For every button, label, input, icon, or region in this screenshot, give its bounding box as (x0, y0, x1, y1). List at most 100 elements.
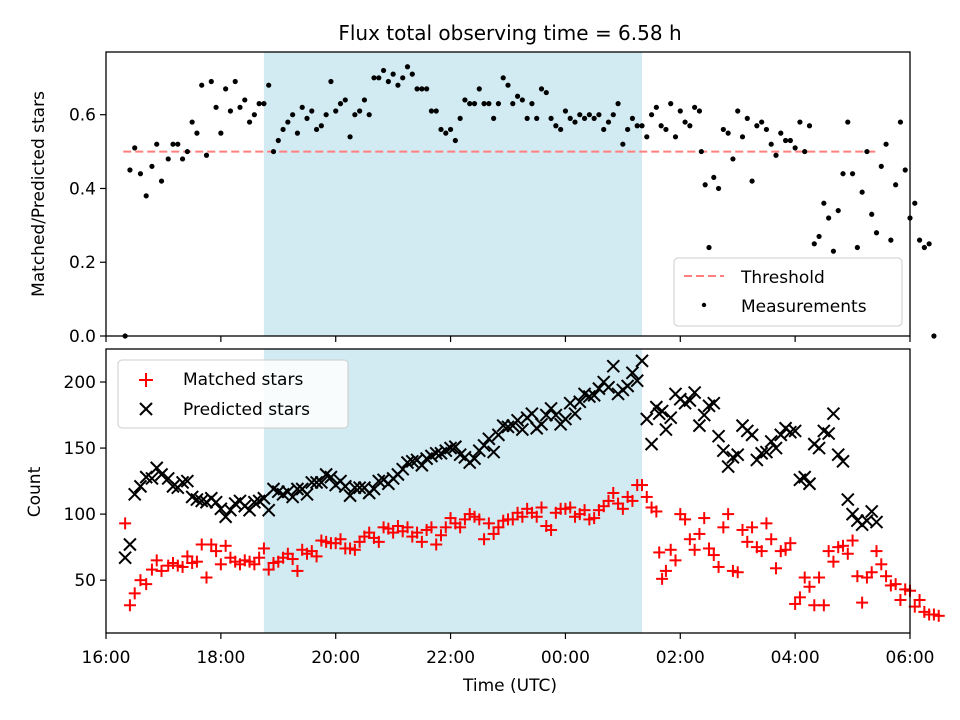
top-plot-frame (105, 51, 911, 337)
matched-star-point (659, 564, 672, 577)
measurement-point (538, 86, 545, 92)
predicted-star-point (314, 475, 329, 490)
matched-star-point (181, 550, 194, 563)
measurement-point (663, 126, 669, 133)
measurement-point (500, 75, 506, 81)
predicted-star-point (630, 373, 644, 388)
predicted-star-point (716, 444, 731, 458)
measurement-point (333, 108, 339, 114)
measurement-point (328, 78, 334, 85)
measurement-point (821, 200, 827, 206)
measurement-point (318, 123, 324, 129)
predicted-star-point (128, 487, 142, 502)
measurement-point (304, 115, 310, 121)
predicted-star-point (826, 407, 841, 421)
predicted-star-point (812, 441, 826, 455)
predicted-star-point (865, 504, 879, 519)
matched-star-point (506, 513, 519, 526)
predicted-star-point (247, 495, 262, 509)
measurement-point (376, 75, 382, 81)
predicted-star-point (582, 389, 597, 404)
matched-star-point (123, 599, 136, 612)
matched-star-point (688, 543, 701, 556)
matched-star-point (656, 572, 669, 585)
top-y-tick-label: 0.2 (69, 253, 96, 273)
measurement-point (596, 112, 602, 118)
top-y-tick-label: 0.4 (69, 179, 96, 199)
matched-star-point (286, 553, 299, 566)
predicted-star-point (655, 404, 669, 418)
legend-matched-swatch (139, 373, 153, 387)
matched-star-point (145, 563, 158, 576)
predicted-star-point (539, 408, 553, 422)
matched-star-point (478, 533, 491, 546)
predicted-star-point (145, 471, 159, 486)
measurement-point (711, 174, 717, 181)
matched-star-point (535, 501, 548, 514)
measurement-point (462, 97, 468, 103)
x-tick-label: 04:00 (771, 648, 820, 668)
measurement-point (361, 97, 368, 103)
x-tick-label: 20:00 (311, 648, 360, 668)
measurement-point (558, 126, 564, 133)
measurement-point (639, 123, 645, 129)
predicted-star-point (118, 550, 132, 565)
observing-window-top (263, 52, 642, 336)
measurement-point (299, 104, 305, 110)
measurement-point (390, 71, 396, 77)
measurement-point (682, 119, 688, 125)
measurement-point (352, 112, 358, 118)
measurement-point (629, 115, 636, 121)
predicted-star-point (788, 424, 802, 438)
predicted-star-point (190, 492, 204, 507)
matched-star-point (439, 521, 452, 534)
measurement-point (203, 152, 210, 158)
legend-threshold-label: Threshold (740, 268, 825, 288)
matched-star-point (119, 517, 132, 530)
predicted-star-point (754, 446, 769, 461)
predicted-star-point (209, 495, 223, 509)
bottom-legend-box (117, 359, 349, 429)
matched-star-point (851, 570, 864, 583)
predicted-star-point (573, 395, 587, 409)
predicted-star-point (841, 492, 855, 507)
measurement-point (739, 134, 746, 140)
predicted-star-point (620, 379, 635, 393)
predicted-star-point (443, 441, 458, 455)
measurement-point (476, 86, 482, 92)
top-y-axis-label: Matched/Predicted stars (29, 91, 49, 297)
measurement-point (127, 167, 133, 173)
measurement-point (567, 115, 573, 121)
measurement-point (687, 123, 693, 129)
predicted-star-point (821, 426, 836, 441)
predicted-star-point (831, 447, 845, 462)
predicted-star-point (845, 507, 860, 521)
matched-star-point (813, 571, 826, 584)
measurement-point (213, 104, 219, 110)
measurement-point (625, 126, 631, 133)
measurement-point (912, 200, 918, 206)
matched-star-point (454, 521, 467, 534)
measurement-point (246, 119, 253, 125)
predicted-star-point (150, 461, 164, 475)
predicted-star-point (649, 400, 664, 414)
measurement-point (759, 119, 765, 125)
measurement-point (443, 130, 449, 136)
predicted-star-point (764, 434, 778, 449)
measurement-point (806, 123, 813, 129)
predicted-star-point (343, 488, 357, 503)
predicted-star-point (400, 455, 415, 470)
matched-star-point (865, 566, 878, 579)
measurement-point (840, 171, 846, 177)
matched-star-point (889, 578, 902, 591)
measurement-point (154, 141, 160, 147)
matched-star-point (616, 502, 629, 515)
matched-star-point (564, 501, 577, 514)
measurement-point (644, 134, 650, 140)
measurement-point (768, 141, 774, 147)
measurement-point (698, 148, 704, 155)
matched-star-point (913, 593, 926, 606)
predicted-star-point (558, 412, 573, 426)
top-x-ticks (105, 336, 911, 342)
measurement-point (792, 145, 798, 151)
